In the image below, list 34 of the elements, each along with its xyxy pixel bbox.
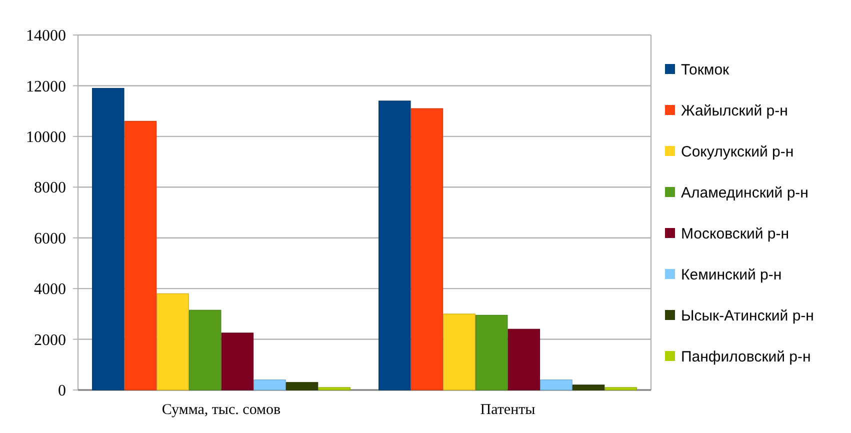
bar (124, 120, 157, 390)
bar (443, 314, 476, 390)
bar (540, 380, 572, 390)
y-tick-label: 14000 (26, 28, 66, 45)
y-tick-label: 4000 (34, 281, 66, 298)
legend-label: Кеминский р-н (681, 266, 782, 284)
legend-label: Жайылский р-н (681, 102, 788, 120)
x-tick-label: Сумма, тыс. сомов (162, 402, 281, 418)
legend-label: Ысык-Атинский р-н (681, 307, 814, 324)
bar (92, 88, 124, 390)
y-tick-label: 10000 (26, 129, 66, 146)
bar (572, 384, 605, 390)
bar (286, 382, 318, 390)
bar (604, 387, 637, 390)
legend-label: Аламединский р-н (681, 184, 808, 202)
legend-label: Панфиловский р-н (681, 348, 811, 366)
bar (221, 332, 254, 390)
x-tick-label: Патенты (480, 402, 536, 418)
bar (475, 314, 508, 390)
legend-label: Сокулукский р-н (681, 143, 794, 160)
bar (410, 108, 444, 390)
bar (508, 328, 540, 390)
bar (318, 387, 350, 390)
y-tick-label: 2000 (34, 332, 66, 349)
y-tick-label: 0 (58, 382, 66, 400)
y-tick-label: 8000 (34, 180, 66, 197)
bar (378, 100, 411, 390)
bar (188, 310, 222, 390)
y-tick-label: 6000 (34, 230, 66, 248)
legend-label: Московский р-н (681, 225, 789, 242)
bar (156, 293, 189, 390)
y-tick-label: 12000 (26, 78, 66, 96)
bar (254, 380, 286, 390)
legend-label: Токмок (681, 61, 730, 78)
